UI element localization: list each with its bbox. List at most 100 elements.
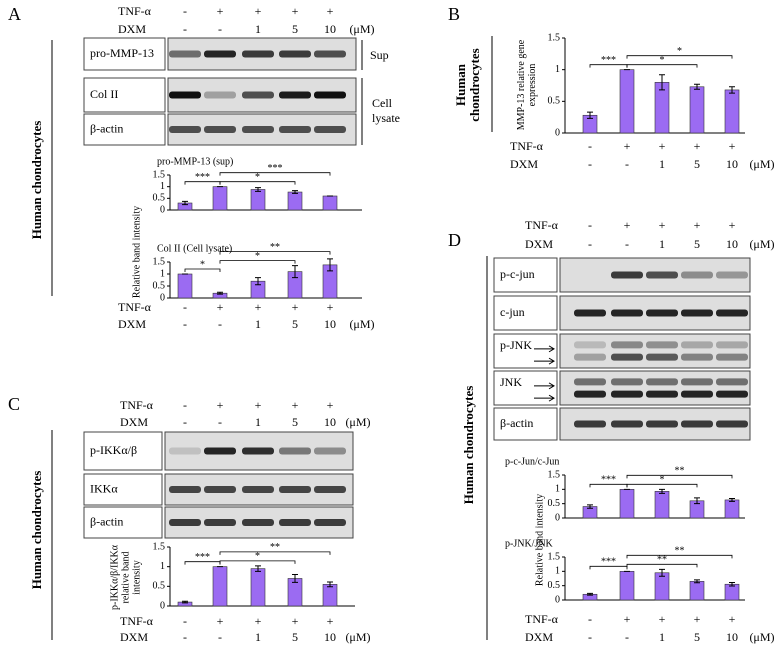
error-bar — [327, 581, 333, 588]
treatment-value: + — [694, 612, 701, 626]
bar — [322, 195, 338, 211]
treatment-value: + — [217, 398, 224, 412]
error-bar — [729, 498, 735, 502]
bar — [212, 566, 228, 607]
significance-label: ** — [657, 555, 667, 566]
bar — [654, 491, 670, 519]
significance-label: *** — [195, 172, 210, 183]
blot-label: IKKα — [90, 481, 118, 495]
treatment-value: - — [218, 317, 222, 331]
treatment-unit: (μM) — [345, 415, 370, 429]
blot-band — [204, 91, 236, 99]
label-box — [83, 77, 166, 113]
blot-band — [574, 390, 606, 398]
y-axis-label: Relative band intensity — [131, 206, 142, 298]
error-bar — [292, 190, 298, 194]
blot-band — [279, 126, 311, 133]
treatment-value: - — [588, 157, 592, 171]
treatment-value: 10 — [726, 237, 738, 251]
bar — [724, 583, 740, 601]
treatment-value: - — [183, 398, 187, 412]
significance-label: * — [255, 551, 260, 562]
y-tick-label: 0.5 — [153, 280, 166, 291]
arrow — [534, 357, 555, 365]
blot-band — [314, 447, 346, 455]
treatment-value: + — [292, 4, 299, 18]
significance-line — [626, 55, 733, 59]
blot-band — [169, 126, 201, 133]
significance-label: *** — [195, 552, 210, 563]
blot-label: p-IKKα/β — [90, 443, 137, 457]
treatment-value: - — [183, 614, 187, 628]
treatment-label: TNF-α — [525, 612, 559, 626]
error-bar — [182, 600, 188, 604]
y-tick-label: 0.5 — [548, 580, 561, 591]
bar — [619, 489, 635, 519]
blot-band — [169, 486, 201, 493]
treatment-label: DXM — [118, 22, 146, 36]
treatment-value: + — [255, 4, 262, 18]
blot-band — [169, 519, 201, 526]
treatment-value: 1 — [659, 630, 665, 644]
treatment-label: TNF-α — [118, 300, 152, 314]
label-box — [493, 295, 558, 331]
y-tick-label: 0 — [555, 127, 560, 138]
blot-band — [681, 420, 713, 428]
label-box — [493, 370, 558, 406]
treatment-value: - — [588, 630, 592, 644]
treatment-value: - — [588, 237, 592, 251]
treatment-value: - — [218, 630, 222, 644]
bar — [724, 89, 740, 134]
treatment-value: - — [218, 415, 222, 429]
label-box — [83, 37, 166, 71]
treatment-value: 5 — [292, 630, 298, 644]
panel-letter: A — [8, 4, 21, 24]
treatment-value: 1 — [255, 630, 261, 644]
error-bar — [659, 74, 665, 91]
blot-band — [204, 126, 236, 133]
y-tick-label: 1.5 — [548, 551, 561, 562]
treatment-label: TNF-α — [525, 218, 559, 232]
y-tick-label: 1 — [160, 268, 165, 279]
significance-line — [184, 268, 221, 272]
y-tick-label: 1.5 — [153, 256, 166, 267]
y-tick-label: 0 — [555, 594, 560, 605]
significance-label: *** — [601, 55, 616, 66]
significance-label: *** — [601, 475, 616, 486]
treatment-value: + — [729, 218, 736, 232]
error-bar — [694, 497, 700, 505]
significance-label: *** — [601, 557, 616, 568]
blot-band — [279, 91, 311, 99]
side-label: Human chondrocytes — [453, 48, 482, 122]
bar — [724, 499, 740, 519]
blot-band — [646, 420, 678, 428]
significance-line — [219, 260, 296, 264]
blot-band — [574, 309, 606, 317]
blot-band — [681, 390, 713, 398]
treatment-value: + — [327, 398, 334, 412]
treatment-value: - — [218, 22, 222, 36]
blot-band — [716, 309, 748, 317]
error-bar — [587, 111, 593, 119]
y-tick-label: 1 — [555, 64, 560, 75]
error-bar — [217, 291, 223, 295]
blot-band — [681, 353, 713, 361]
error-bar — [659, 488, 665, 494]
side-label: Human chondrocytes — [461, 386, 476, 505]
blot-band — [169, 447, 201, 455]
blot-band — [716, 420, 748, 428]
panel-letter: B — [448, 4, 460, 24]
bar — [619, 69, 635, 134]
blot-band — [314, 486, 346, 493]
bar — [250, 189, 266, 211]
y-tick-label: 1 — [555, 484, 560, 495]
blot-band — [716, 341, 748, 349]
blot — [559, 370, 751, 406]
y-axis-label: p-IKKα/β/IKKα relative band intensity — [109, 545, 143, 610]
treatment-value: 1 — [255, 22, 261, 36]
blot-band — [611, 378, 643, 386]
error-bar — [182, 200, 188, 206]
treatment-value: + — [327, 4, 334, 18]
y-tick-label: 0 — [160, 204, 165, 215]
panel-letter: C — [8, 394, 20, 414]
